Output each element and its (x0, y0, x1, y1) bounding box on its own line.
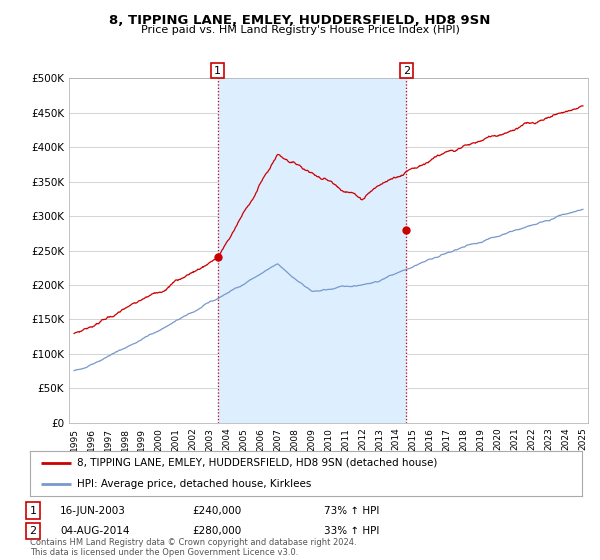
Text: 33% ↑ HPI: 33% ↑ HPI (324, 526, 379, 536)
Text: 2: 2 (29, 526, 37, 536)
Bar (218, 78, 406, 423)
Text: 2: 2 (403, 66, 410, 76)
Text: 1: 1 (214, 66, 221, 76)
Text: Price paid vs. HM Land Registry's House Price Index (HPI): Price paid vs. HM Land Registry's House … (140, 25, 460, 35)
Text: 1: 1 (29, 506, 37, 516)
Text: 73% ↑ HPI: 73% ↑ HPI (324, 506, 379, 516)
Text: 16-JUN-2003: 16-JUN-2003 (60, 506, 126, 516)
Text: 04-AUG-2014: 04-AUG-2014 (60, 526, 130, 536)
Text: 8, TIPPING LANE, EMLEY, HUDDERSFIELD, HD8 9SN: 8, TIPPING LANE, EMLEY, HUDDERSFIELD, HD… (109, 14, 491, 27)
Text: HPI: Average price, detached house, Kirklees: HPI: Average price, detached house, Kirk… (77, 478, 311, 488)
Text: Contains HM Land Registry data © Crown copyright and database right 2024.
This d: Contains HM Land Registry data © Crown c… (30, 538, 356, 557)
Text: £280,000: £280,000 (192, 526, 241, 536)
Text: 8, TIPPING LANE, EMLEY, HUDDERSFIELD, HD8 9SN (detached house): 8, TIPPING LANE, EMLEY, HUDDERSFIELD, HD… (77, 458, 437, 468)
Text: £240,000: £240,000 (192, 506, 241, 516)
